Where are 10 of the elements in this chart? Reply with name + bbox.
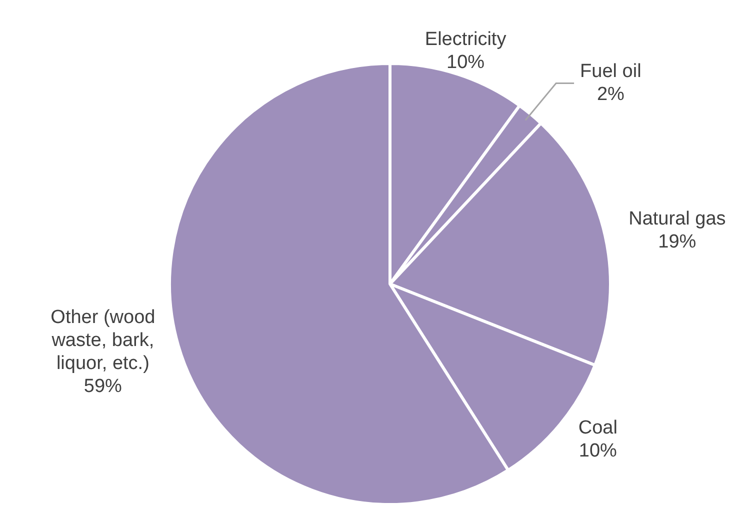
data-label: 59% — [84, 376, 122, 397]
data-label: 10% — [578, 440, 618, 462]
slice-label: Electricity — [424, 29, 507, 50]
slice-label: Other (wood waste, bark, liquor, etc.) — [50, 306, 156, 374]
data-label: 19% — [658, 231, 696, 252]
slice-label: Natural gas — [628, 208, 726, 230]
slice-label: Fuel oil — [580, 61, 642, 82]
data-label: 10% — [446, 52, 485, 74]
data-label: 2% — [596, 84, 625, 106]
slice-label: Coal — [578, 418, 618, 439]
